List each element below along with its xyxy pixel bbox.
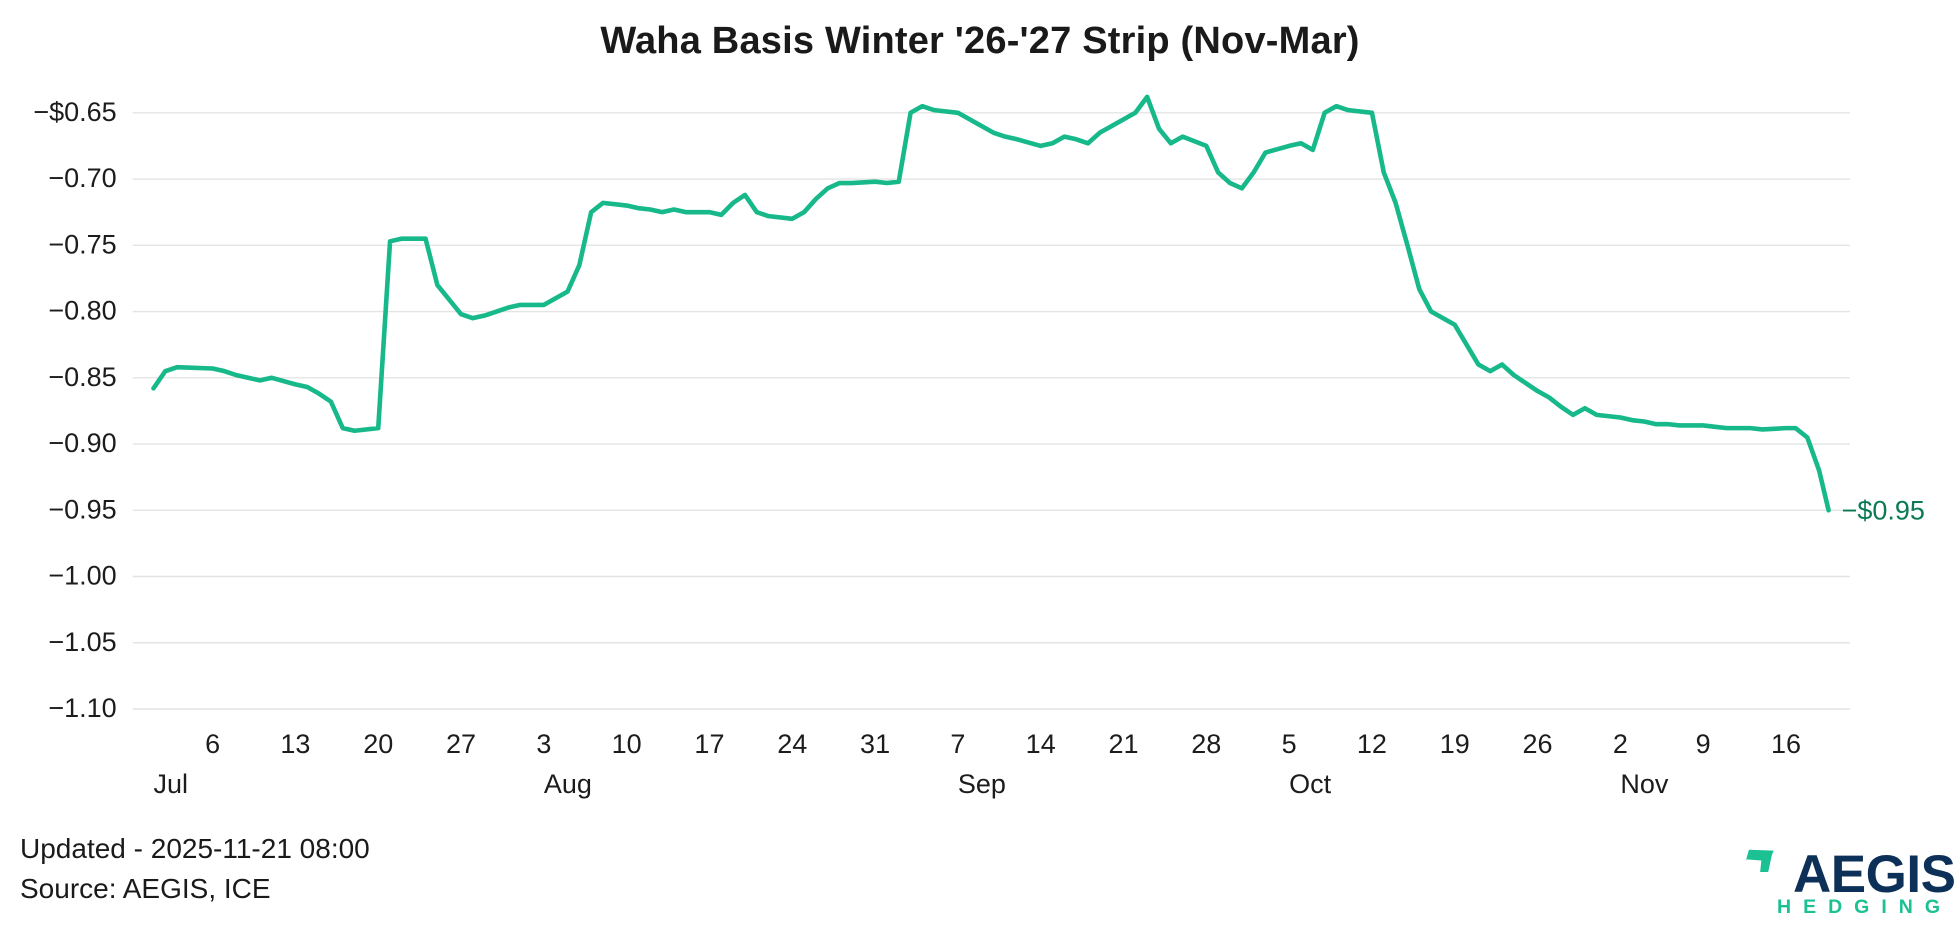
svg-text:13: 13 <box>280 729 310 759</box>
svg-text:12: 12 <box>1357 729 1387 759</box>
svg-text:26: 26 <box>1523 729 1553 759</box>
svg-text:24: 24 <box>777 729 807 759</box>
svg-text:20: 20 <box>363 729 393 759</box>
svg-text:Aug: Aug <box>544 769 592 799</box>
svg-text:19: 19 <box>1440 729 1470 759</box>
svg-text:−0.70: −0.70 <box>48 163 116 193</box>
svg-text:16: 16 <box>1771 729 1801 759</box>
svg-text:Sep: Sep <box>958 769 1006 799</box>
svg-text:−$0.95: −$0.95 <box>1842 495 1925 525</box>
svg-text:Jul: Jul <box>153 769 188 799</box>
svg-text:7: 7 <box>950 729 965 759</box>
svg-text:−$0.65: −$0.65 <box>33 97 116 127</box>
svg-text:10: 10 <box>612 729 642 759</box>
svg-text:−0.75: −0.75 <box>48 229 116 259</box>
svg-text:3: 3 <box>536 729 551 759</box>
svg-text:2: 2 <box>1613 729 1628 759</box>
svg-text:−1.05: −1.05 <box>48 627 116 657</box>
svg-text:−0.85: −0.85 <box>48 362 116 392</box>
svg-text:5: 5 <box>1282 729 1297 759</box>
svg-text:27: 27 <box>446 729 476 759</box>
svg-text:−0.80: −0.80 <box>48 296 116 326</box>
svg-text:21: 21 <box>1108 729 1138 759</box>
svg-text:Oct: Oct <box>1289 769 1332 799</box>
svg-text:6: 6 <box>205 729 220 759</box>
svg-text:−1.00: −1.00 <box>48 561 116 591</box>
svg-text:9: 9 <box>1696 729 1711 759</box>
svg-text:31: 31 <box>860 729 890 759</box>
svg-text:−0.90: −0.90 <box>48 428 116 458</box>
svg-text:−1.10: −1.10 <box>48 693 116 723</box>
svg-text:14: 14 <box>1026 729 1056 759</box>
svg-text:28: 28 <box>1191 729 1221 759</box>
svg-text:−0.95: −0.95 <box>48 494 116 524</box>
svg-text:HEDGING: HEDGING <box>1777 896 1952 918</box>
svg-text:17: 17 <box>694 729 724 759</box>
svg-text:Nov: Nov <box>1620 769 1669 799</box>
